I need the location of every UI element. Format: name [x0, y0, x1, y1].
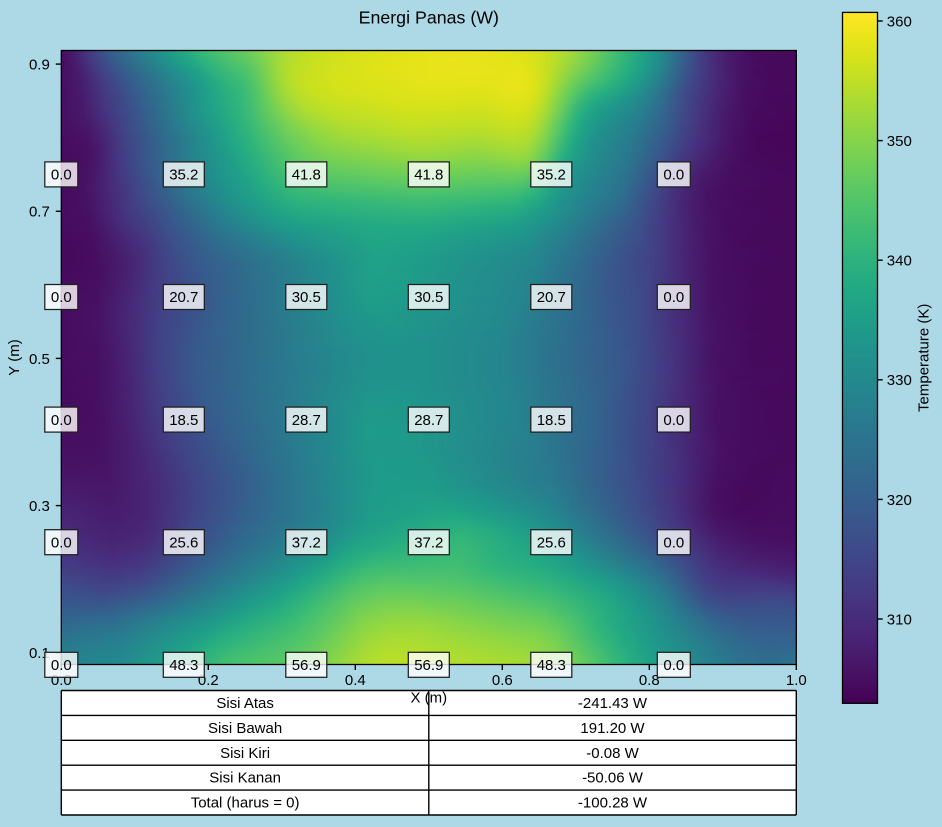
- svg-text:350: 350: [887, 133, 912, 150]
- svg-text:37.2: 37.2: [292, 534, 321, 551]
- svg-text:Sisi Kanan: Sisi Kanan: [209, 770, 281, 787]
- svg-text:20.7: 20.7: [169, 289, 198, 306]
- svg-text:Temperature (K): Temperature (K): [916, 304, 933, 412]
- svg-text:-100.28 W: -100.28 W: [578, 795, 648, 812]
- svg-text:Sisi Bawah: Sisi Bawah: [208, 720, 282, 737]
- svg-text:Energi Panas (W): Energi Panas (W): [359, 8, 499, 28]
- svg-text:41.8: 41.8: [414, 167, 443, 184]
- svg-text:0.6: 0.6: [492, 672, 513, 689]
- svg-text:0.8: 0.8: [639, 672, 660, 689]
- svg-text:0.0: 0.0: [51, 534, 72, 551]
- svg-text:30.5: 30.5: [414, 289, 443, 306]
- svg-text:18.5: 18.5: [537, 412, 566, 429]
- svg-text:1.0: 1.0: [786, 672, 807, 689]
- svg-text:48.3: 48.3: [537, 657, 566, 674]
- svg-text:30.5: 30.5: [292, 289, 321, 306]
- svg-text:191.20 W: 191.20 W: [580, 720, 645, 737]
- svg-text:0.0: 0.0: [663, 412, 684, 429]
- svg-text:35.2: 35.2: [169, 167, 198, 184]
- svg-text:35.2: 35.2: [537, 167, 566, 184]
- svg-text:0.3: 0.3: [29, 498, 50, 515]
- svg-text:-0.08 W: -0.08 W: [586, 745, 639, 762]
- svg-text:-50.06 W: -50.06 W: [582, 770, 644, 787]
- svg-text:X (m): X (m): [410, 689, 447, 706]
- svg-text:0.0: 0.0: [51, 289, 72, 306]
- svg-text:0.0: 0.0: [51, 167, 72, 184]
- svg-text:56.9: 56.9: [414, 657, 443, 674]
- svg-text:0.5: 0.5: [29, 351, 50, 368]
- svg-text:330: 330: [887, 372, 912, 389]
- svg-text:0.0: 0.0: [663, 534, 684, 551]
- svg-text:25.6: 25.6: [169, 534, 198, 551]
- svg-text:25.6: 25.6: [537, 534, 566, 551]
- svg-text:0.0: 0.0: [663, 167, 684, 184]
- svg-text:310: 310: [887, 611, 912, 628]
- svg-text:-241.43 W: -241.43 W: [578, 695, 648, 712]
- svg-text:28.7: 28.7: [414, 412, 443, 429]
- svg-text:340: 340: [887, 253, 912, 270]
- svg-text:Total (harus = 0): Total (harus = 0): [191, 795, 300, 812]
- svg-text:18.5: 18.5: [169, 412, 198, 429]
- svg-text:0.0: 0.0: [663, 289, 684, 306]
- svg-text:320: 320: [887, 492, 912, 509]
- svg-text:0.4: 0.4: [345, 672, 366, 689]
- svg-text:0.0: 0.0: [51, 657, 72, 674]
- svg-text:41.8: 41.8: [292, 167, 321, 184]
- svg-text:0.9: 0.9: [29, 57, 50, 74]
- svg-text:Sisi Kiri: Sisi Kiri: [220, 745, 270, 762]
- svg-text:360: 360: [887, 13, 912, 30]
- svg-text:48.3: 48.3: [169, 657, 198, 674]
- svg-text:37.2: 37.2: [414, 534, 443, 551]
- svg-text:0.0: 0.0: [663, 657, 684, 674]
- svg-text:28.7: 28.7: [292, 412, 321, 429]
- svg-text:20.7: 20.7: [537, 289, 566, 306]
- svg-text:56.9: 56.9: [292, 657, 321, 674]
- svg-text:0.7: 0.7: [29, 204, 50, 221]
- svg-text:Sisi Atas: Sisi Atas: [216, 695, 274, 712]
- svg-text:Y (m): Y (m): [6, 339, 23, 375]
- svg-text:0.0: 0.0: [51, 412, 72, 429]
